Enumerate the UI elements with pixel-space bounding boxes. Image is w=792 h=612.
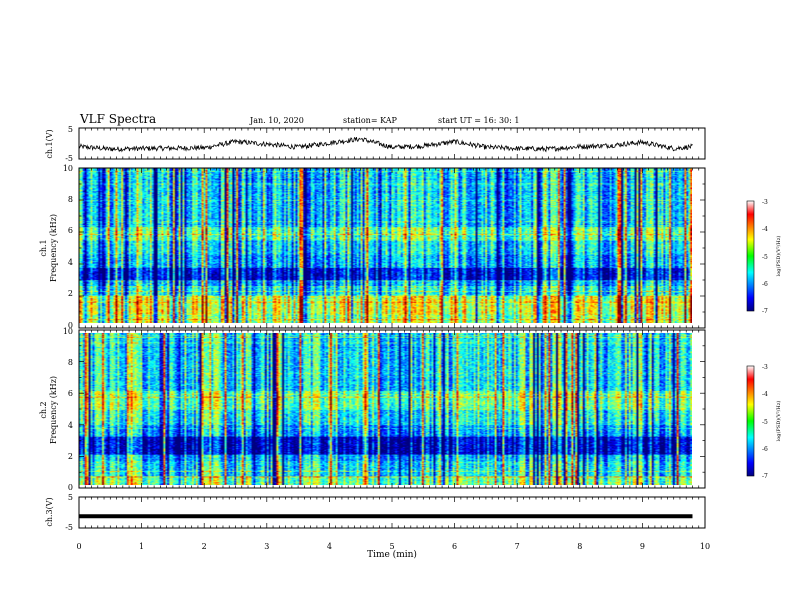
cb2-tick-4: -7 — [762, 473, 768, 480]
ch1-ytick-5: 5 — [68, 125, 73, 134]
spec1-ylabel-freq: Frequency (kHz) — [49, 214, 58, 282]
x-tick-labels: 0 1 2 3 4 5 6 7 8 9 10 — [76, 542, 710, 551]
x-tick-label: 6 — [452, 542, 457, 551]
figure-title: VLF Spectra — [79, 112, 156, 126]
spec2-ytick-2: 2 — [68, 452, 73, 461]
x-tick-label: 1 — [139, 542, 144, 551]
ch1-spectrogram-image — [79, 168, 692, 323]
x-tick-label: 2 — [202, 542, 207, 551]
cb1-tick-2: -5 — [762, 254, 768, 261]
cb1-tick-3: -6 — [762, 281, 768, 288]
x-tick-label: 0 — [76, 542, 81, 551]
colorbar-ch2-bar — [746, 365, 755, 477]
x-tick-label: 3 — [264, 542, 269, 551]
spec2-ytick-4: 4 — [68, 421, 73, 430]
axis-ticks — [78, 128, 706, 528]
spec1-ylabel: ch.1 Frequency (kHz) — [39, 214, 58, 282]
spec1-ytick-2: 2 — [68, 289, 73, 298]
colorbar-ch1-bar — [746, 200, 755, 312]
spec2-ytick-10: 10 — [63, 327, 73, 336]
x-axis-label: Time (min) — [367, 549, 417, 560]
spec2-ytick-0: 0 — [68, 483, 73, 492]
ch1-waveform-line — [78, 136, 693, 153]
ch2-spectrogram-image — [79, 333, 692, 485]
cb2-tick-3: -6 — [762, 446, 768, 453]
date-label: Jan. 10, 2020 — [249, 116, 304, 125]
spec2-ylabel-channel: ch.2 — [39, 401, 48, 418]
start-time-label: start UT = 16: 30: 1 — [438, 116, 519, 125]
cb1-tick-4: -7 — [762, 308, 768, 315]
spec1-ylabel-channel: ch.1 — [39, 239, 48, 256]
spec2-ytick-6: 6 — [68, 389, 73, 398]
cb2-label: log(PSD)(V²/Hz) — [775, 401, 782, 442]
spec1-ytick-0: 0 — [68, 321, 73, 330]
spec2-ylabel-freq: Frequency (kHz) — [49, 376, 58, 444]
x-tick-label: 9 — [640, 542, 645, 551]
spec1-ytick-6: 6 — [68, 226, 73, 235]
ch1-ytick-neg5: -5 — [65, 154, 73, 163]
ch3-ytick-neg5: -5 — [65, 523, 73, 532]
ch3-ytick-5: 5 — [68, 493, 73, 502]
colorbar-ch1: -3 -4 -5 -6 -7 log(PSD)(V²/Hz) — [746, 199, 782, 315]
cb1-tick-0: -3 — [762, 199, 768, 206]
cb2-tick-0: -3 — [762, 364, 768, 371]
colorbar-ch2: -3 -4 -5 -6 -7 log(PSD)(V²/Hz) — [746, 364, 782, 480]
x-tick-label: 5 — [389, 542, 394, 551]
spec2-ytick-8: 8 — [68, 358, 73, 367]
spec1-ytick-10: 10 — [63, 164, 73, 173]
spec1-ytick-8: 8 — [68, 195, 73, 204]
station-label: station= KAP — [343, 116, 398, 125]
spec2-ylabel: ch.2 Frequency (kHz) — [39, 376, 58, 444]
ch1-ylabel: ch.1(V) — [45, 129, 54, 158]
ch3-ylabel: ch.3(V) — [45, 497, 54, 526]
cb1-tick-1: -4 — [762, 226, 768, 233]
cb1-label: log(PSD)(V²/Hz) — [775, 236, 782, 277]
x-tick-label: 4 — [327, 542, 332, 551]
spec1-ytick-4: 4 — [68, 258, 73, 267]
x-tick-label: 10 — [700, 542, 710, 551]
cb2-tick-2: -5 — [762, 419, 768, 426]
x-tick-label: 8 — [577, 542, 582, 551]
cb2-tick-1: -4 — [762, 391, 768, 398]
x-tick-label: 7 — [515, 542, 520, 551]
